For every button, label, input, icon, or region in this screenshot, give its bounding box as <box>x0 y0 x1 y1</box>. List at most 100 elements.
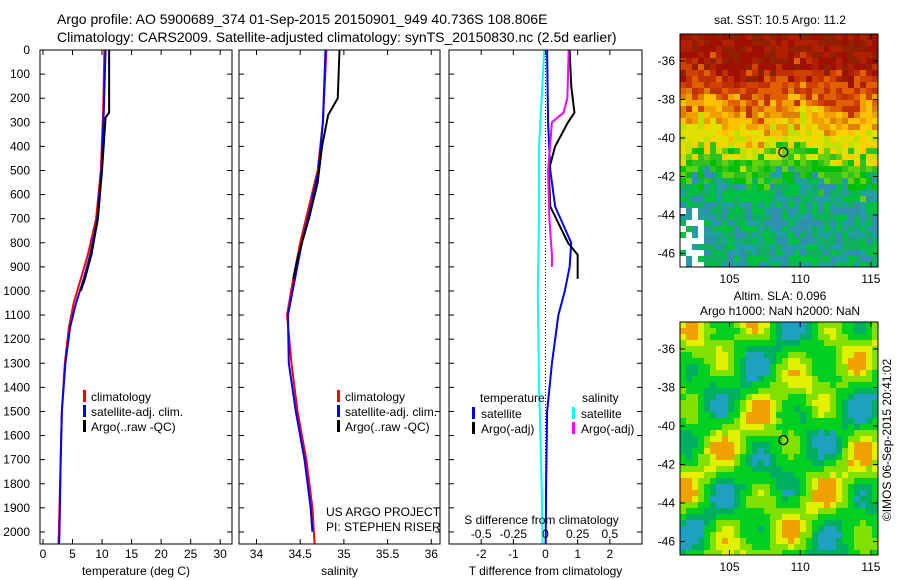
y-tick-label: 1000 <box>3 284 30 298</box>
legend-title: salinity <box>582 391 619 405</box>
y-tick-label: -42 <box>658 169 676 183</box>
y-tick-label: 400 <box>10 139 30 153</box>
legend-swatch <box>572 422 575 434</box>
series-line-satellite-adj-clim- <box>58 50 107 544</box>
y-tick-label: 100 <box>10 67 30 81</box>
y-tick-label: 300 <box>10 115 30 129</box>
legend-label: satellite-adj. clim. <box>91 405 183 419</box>
y-tick-label: 800 <box>10 236 30 250</box>
x-axis-label: T difference from climatology <box>469 564 623 578</box>
y-tick-label: 1100 <box>4 308 30 322</box>
y-tick-label: -42 <box>658 457 676 471</box>
legend-label: Argo(..raw -QC) <box>91 420 176 434</box>
y-tick-label: 1800 <box>3 477 30 491</box>
plot-frame <box>39 49 233 545</box>
x2-tick-label: -0.25 <box>500 527 528 541</box>
map-cells <box>680 34 878 267</box>
legend-label: satellite-adj. clim. <box>345 405 437 419</box>
x-tick-label: 1 <box>574 547 581 561</box>
title-line-1: Argo profile: AO 5900689_374 01-Sep-2015… <box>57 11 548 27</box>
legend-label: Argo(-adj) <box>481 422 534 436</box>
x-tick-label: 34.5 <box>288 547 312 561</box>
legend-swatch <box>472 407 475 419</box>
x2-tick-label: -0.5 <box>471 527 492 541</box>
panel-salinity <box>238 49 441 545</box>
x2-tick-label: 0.25 <box>566 527 590 541</box>
series-line-t-satellite <box>544 50 573 544</box>
x-tick-label: 110 <box>791 560 810 574</box>
annotation-text: PI: STEPHEN RISER <box>326 520 441 534</box>
series-line-climatology <box>286 50 328 544</box>
legend-swatch <box>337 420 340 432</box>
y-tick-label: -36 <box>658 54 676 68</box>
y-tick-label: -44 <box>658 208 676 222</box>
argo-location-marker <box>778 435 789 446</box>
series-lines <box>536 50 579 544</box>
map-frame <box>679 33 879 268</box>
x-tick-label: 2 <box>606 547 613 561</box>
map-title: sat. SST: 10.5 Argo: 11.2 <box>714 13 846 27</box>
legend-swatch <box>83 405 86 417</box>
argo-location-marker <box>778 147 789 158</box>
y-tick-label: 1900 <box>3 501 30 515</box>
y-tick-label: -38 <box>658 92 676 106</box>
y-tick-label: 1600 <box>3 429 30 443</box>
legend-swatch <box>83 390 86 402</box>
y-tick-label: 1300 <box>3 356 30 370</box>
series-line-argo-raw-qc- <box>292 50 341 280</box>
series-line-t-argo-adj- <box>547 50 579 279</box>
x-tick-label: 105 <box>719 560 739 574</box>
side-label: ©IMOS 06-Sep-2015 20:41:02 <box>880 359 894 522</box>
legend-label: climatology <box>91 390 151 404</box>
x-tick-label: 36 <box>425 547 439 561</box>
x-tick-label: 10 <box>95 547 109 561</box>
y-tick-label: -44 <box>658 496 676 510</box>
panel-difference <box>448 49 643 545</box>
map-frame <box>679 321 879 556</box>
legend-label: satellite <box>481 407 522 421</box>
x-tick-label: 5 <box>69 547 76 561</box>
x-tick-label: 35 <box>337 547 351 561</box>
series-line-s-argo-adj- <box>547 50 570 267</box>
y-tick-label: 2000 <box>3 525 30 539</box>
y-tick-label: 1500 <box>3 404 30 418</box>
legend-title: temperature <box>480 391 545 405</box>
y-tick-label: 200 <box>10 91 30 105</box>
panel-temperature <box>39 49 233 545</box>
x-tick-label: 105 <box>719 272 739 286</box>
x-tick-label: 0 <box>542 547 549 561</box>
legend-swatch <box>83 420 86 432</box>
sla-map <box>679 321 879 556</box>
x-tick-label: 110 <box>791 272 810 286</box>
y-tick-label: -40 <box>658 131 676 145</box>
x-tick-label: -1 <box>508 547 519 561</box>
plot-frame <box>238 49 441 545</box>
y-tick-label: 700 <box>10 212 30 226</box>
x2-tick-label: 0.5 <box>601 527 618 541</box>
x-tick-label: 35.5 <box>376 547 400 561</box>
legend-label: Argo(-adj) <box>581 422 634 436</box>
x-tick-label: -2 <box>476 547 487 561</box>
y-tick-label: -46 <box>658 535 676 549</box>
x-axis-label: temperature (deg C) <box>82 564 190 578</box>
y-tick-label: -40 <box>658 419 676 433</box>
y-tick-label: 500 <box>10 163 30 177</box>
x-tick-label: 15 <box>125 547 139 561</box>
legend-swatch <box>572 407 575 419</box>
x-axis-label: salinity <box>321 564 358 578</box>
legend-label: climatology <box>345 390 405 404</box>
x-tick-label: 34 <box>250 547 264 561</box>
series-line-climatology <box>57 50 106 544</box>
series-lines <box>286 50 341 544</box>
legend-swatch <box>472 422 475 434</box>
y-tick-label: 1400 <box>3 380 30 394</box>
annotation-text: US ARGO PROJECT <box>326 505 441 519</box>
legend-label: Argo(..raw -QC) <box>345 420 430 434</box>
legend-swatch <box>337 405 340 417</box>
legend-swatch <box>337 390 340 402</box>
legend-label: satellite <box>581 407 622 421</box>
series-line-argo-raw-qc- <box>79 50 111 292</box>
map-title: Altim. SLA: 0.096 <box>734 289 827 303</box>
y-tick-label: -46 <box>658 247 676 261</box>
y-tick-label: -38 <box>658 380 676 394</box>
